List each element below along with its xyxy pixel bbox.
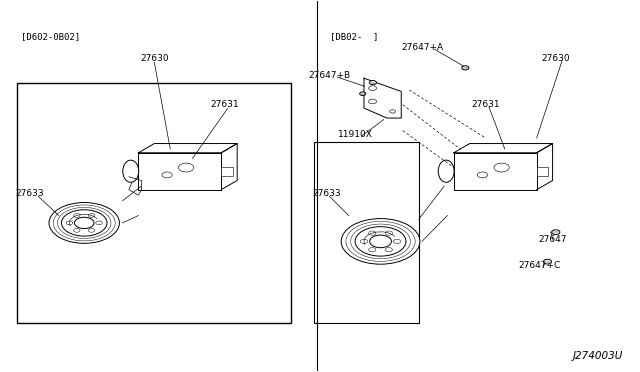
Circle shape <box>360 239 367 244</box>
Circle shape <box>88 214 95 217</box>
Circle shape <box>88 228 95 232</box>
Text: 27633: 27633 <box>16 189 44 198</box>
Circle shape <box>49 202 120 243</box>
Circle shape <box>61 210 107 236</box>
Text: 27647+B: 27647+B <box>308 71 351 80</box>
Circle shape <box>494 163 509 172</box>
Text: 11910X: 11910X <box>338 130 372 139</box>
Text: 27647+C: 27647+C <box>518 261 561 270</box>
Circle shape <box>461 66 469 70</box>
Text: 27630: 27630 <box>541 54 570 63</box>
Circle shape <box>360 92 365 96</box>
Circle shape <box>369 86 376 90</box>
Circle shape <box>74 217 94 228</box>
Circle shape <box>390 110 396 113</box>
Bar <box>17 83 291 323</box>
Text: 27631: 27631 <box>210 100 239 109</box>
Bar <box>537 167 548 176</box>
Circle shape <box>162 172 172 178</box>
Circle shape <box>369 231 376 235</box>
Text: 27630: 27630 <box>140 54 168 63</box>
Circle shape <box>543 259 552 264</box>
Bar <box>314 142 419 323</box>
Circle shape <box>552 230 560 234</box>
Ellipse shape <box>123 160 139 182</box>
Bar <box>454 153 537 190</box>
Bar <box>221 167 233 176</box>
Circle shape <box>370 235 392 248</box>
Text: [D602-0B02]: [D602-0B02] <box>20 32 79 41</box>
Circle shape <box>369 81 376 85</box>
Circle shape <box>96 221 102 225</box>
Circle shape <box>385 231 392 235</box>
Circle shape <box>369 99 376 104</box>
Bar <box>138 153 221 190</box>
Circle shape <box>394 239 401 244</box>
Text: 27647+A: 27647+A <box>401 43 443 52</box>
Text: [DB02-  ]: [DB02- ] <box>330 32 378 41</box>
Circle shape <box>74 228 80 232</box>
Circle shape <box>355 227 406 256</box>
Circle shape <box>179 163 194 172</box>
Circle shape <box>66 221 73 225</box>
Circle shape <box>385 248 392 252</box>
Circle shape <box>369 248 376 252</box>
Text: 27631: 27631 <box>472 100 500 109</box>
Circle shape <box>341 219 420 264</box>
Text: J274003U: J274003U <box>572 351 623 361</box>
Text: 27647: 27647 <box>538 235 567 244</box>
Circle shape <box>477 172 488 178</box>
Text: 27633: 27633 <box>312 189 340 198</box>
Ellipse shape <box>438 160 454 182</box>
Circle shape <box>74 214 80 217</box>
